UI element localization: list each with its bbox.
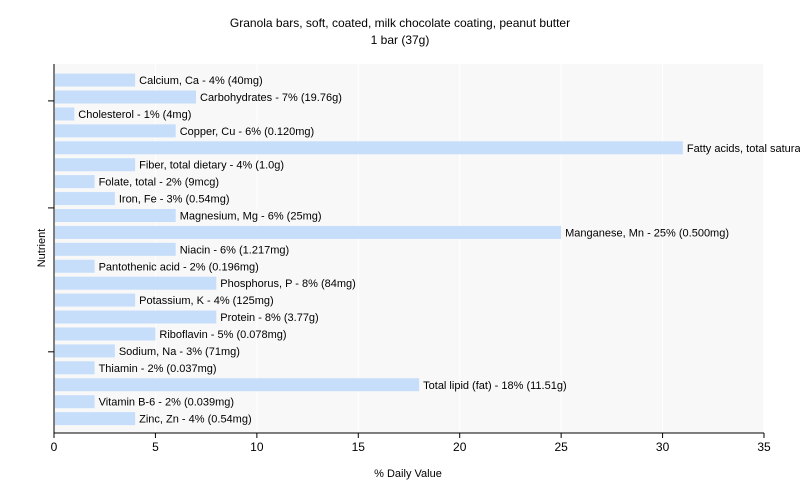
bar [55,327,156,341]
bar-label: Riboflavin - 5% (0.078mg) [159,329,286,341]
x-tick-label: 30 [656,440,670,454]
bar [55,259,95,273]
bar-label: Phosphorus, P - 8% (84mg) [220,278,356,290]
bar [55,141,683,155]
bar-label: Vitamin B-6 - 2% (0.039mg) [99,397,235,409]
bar [55,293,136,307]
bar [55,90,196,104]
bar-label: Thiamin - 2% (0.037mg) [99,363,217,375]
bar-label: Carbohydrates - 7% (19.76g) [200,92,342,104]
bar [55,310,217,324]
x-tick-label: 0 [51,440,58,454]
bar [55,344,115,358]
bar [55,378,420,392]
chart-subtitle: 1 bar (37g) [371,33,430,47]
bar-label: Pantothenic acid - 2% (0.196mg) [99,261,259,273]
bar-label: Fatty acids, total saturated - 31% (6.29… [687,143,800,155]
bar-label: Total lipid (fat) - 18% (11.51g) [423,380,566,392]
x-tick-label: 15 [352,440,366,454]
bar [55,361,95,375]
bar-label: Manganese, Mn - 25% (0.500mg) [565,227,729,239]
plot-area: Calcium, Ca - 4% (40mg) Carbohydrates - 7… [48,64,800,454]
bar-label: Niacin - 6% (1.217mg) [180,244,289,256]
bar [55,192,115,206]
x-tick-label: 20 [453,440,467,454]
bar [55,208,176,222]
bar-label: Iron, Fe - 3% (0.54mg) [119,194,230,206]
bar-label: Calcium, Ca - 4% (40mg) [139,75,262,87]
y-axis-label: Nutrient [36,229,48,268]
bar [55,175,95,189]
bar [55,225,562,239]
bar [55,158,136,172]
bar [55,395,95,409]
x-tick-label: 10 [250,440,264,454]
x-tick-label: 25 [554,440,568,454]
x-tick-label: 35 [757,440,771,454]
bar-label: Zinc, Zn - 4% (0.54mg) [139,414,251,426]
bar-label: Copper, Cu - 6% (0.120mg) [180,126,315,138]
bar-label: Fiber, total dietary - 4% (1.0g) [139,160,284,172]
chart-title: Granola bars, soft, coated, milk chocola… [230,16,570,30]
bar [55,412,136,426]
bar-label: Folate, total - 2% (9mcg) [99,177,219,189]
bar [55,107,75,121]
x-tick-label: 5 [152,440,159,454]
bar-label: Potassium, K - 4% (125mg) [139,295,274,307]
bar-label: Magnesium, Mg - 6% (25mg) [180,210,322,222]
bar-label: Cholesterol - 1% (4mg) [78,109,191,121]
bar-label: Sodium, Na - 3% (71mg) [119,346,240,358]
x-axis-label: % Daily Value [374,468,442,480]
bar [55,276,217,290]
bar [55,73,136,87]
bar [55,242,176,256]
bar [55,124,176,138]
bar-label: Protein - 8% (3.77g) [220,312,318,324]
